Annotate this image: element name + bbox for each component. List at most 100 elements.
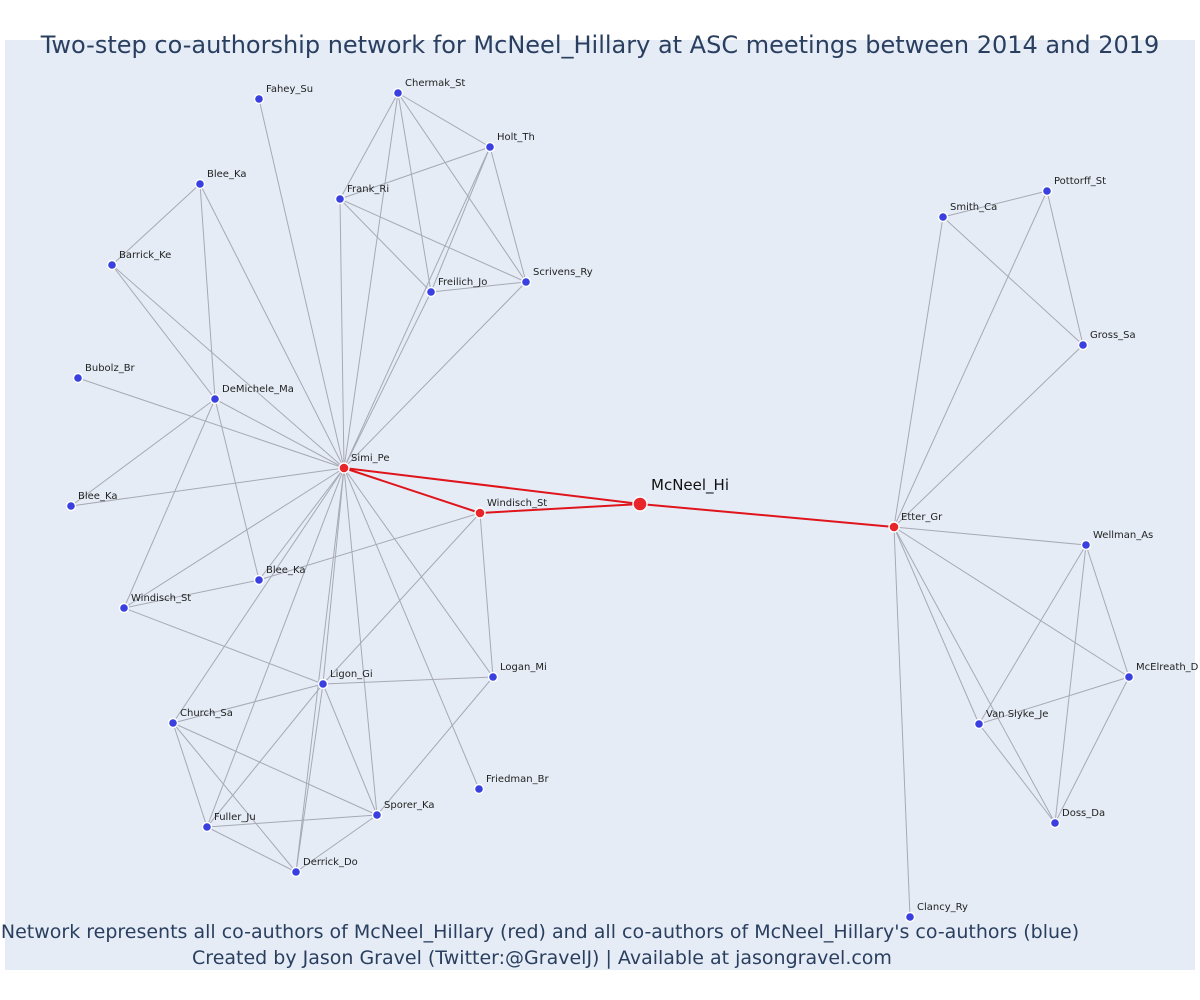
node-scrivens[interactable] bbox=[520, 276, 532, 288]
node-sporer[interactable] bbox=[371, 809, 383, 821]
node-label-scrivens: Scrivens_Ry bbox=[533, 267, 593, 278]
figure-title: Two-step co-authorship network for McNee… bbox=[40, 31, 1160, 59]
edge-etter-pottorff bbox=[893, 190, 1048, 528]
node-freilich[interactable] bbox=[425, 286, 437, 298]
node-label-demichele: DeMichele_Ma bbox=[222, 384, 294, 395]
node-label-holt: Holt_Th bbox=[497, 132, 535, 143]
edge-simi-freilich bbox=[343, 291, 432, 469]
edge-chermak-freilich bbox=[397, 92, 432, 293]
node-label-blee1: Blee_Ka bbox=[207, 169, 246, 180]
node-smith[interactable] bbox=[937, 211, 949, 223]
edge-simi-fuller bbox=[206, 467, 345, 828]
edge-church-sporer bbox=[172, 722, 378, 816]
edge-holt-scrivens bbox=[489, 146, 527, 283]
node-demichele[interactable] bbox=[209, 393, 221, 405]
edge-simi-logan bbox=[343, 467, 494, 678]
node-label-fuller: Fuller_Ju bbox=[214, 812, 256, 823]
edge-logan-sporer bbox=[376, 676, 494, 816]
node-label-pottorff: Pottorff_St bbox=[1054, 176, 1106, 187]
edge-smith-pottorff bbox=[942, 190, 1048, 218]
edge-holt-frank bbox=[339, 146, 491, 200]
node-derrick[interactable] bbox=[290, 866, 302, 878]
node-ligon[interactable] bbox=[317, 678, 329, 690]
node-clancy[interactable] bbox=[904, 911, 916, 923]
edge-simi-holt bbox=[343, 146, 491, 469]
edge-windisch1-logan bbox=[479, 512, 494, 678]
edge-chermak-scrivens bbox=[397, 92, 527, 283]
edge-simi-chermak bbox=[343, 92, 399, 469]
node-label-wellman: Wellman_As bbox=[1093, 530, 1153, 541]
node-label-church: Church_Sa bbox=[180, 708, 233, 719]
edge-etter-smith bbox=[893, 216, 944, 528]
edge-etter-vanslyke bbox=[893, 526, 980, 725]
node-windisch1[interactable] bbox=[474, 507, 486, 519]
node-wellman[interactable] bbox=[1080, 539, 1092, 551]
node-label-fahey: Fahey_Su bbox=[266, 84, 313, 95]
edge-chermak-holt bbox=[397, 92, 491, 148]
node-blee3[interactable] bbox=[253, 574, 265, 586]
edge-simi-blee3 bbox=[258, 467, 345, 581]
edge-simi-frank bbox=[339, 198, 345, 469]
edge-simi-blee2 bbox=[70, 467, 345, 507]
node-mcelreath[interactable] bbox=[1123, 671, 1135, 683]
edge-mcneel-etter bbox=[639, 503, 895, 528]
edge-vanslyke-doss bbox=[978, 723, 1056, 824]
edge-simi-scrivens bbox=[343, 281, 527, 469]
edge-windisch2-blee3 bbox=[123, 579, 260, 609]
node-holt[interactable] bbox=[484, 141, 496, 153]
node-mcneel[interactable] bbox=[632, 496, 648, 512]
node-label-derrick: Derrick_Do bbox=[303, 857, 358, 868]
edge-demichele-blee3 bbox=[214, 398, 260, 581]
edge-ligon-church bbox=[172, 683, 324, 724]
node-label-blee3: Blee_Ka bbox=[266, 565, 305, 576]
node-fahey[interactable] bbox=[253, 93, 265, 105]
node-simi[interactable] bbox=[338, 462, 350, 474]
node-vanslyke[interactable] bbox=[973, 718, 985, 730]
edge-frank-freilich bbox=[339, 198, 432, 293]
edge-frank-scrivens bbox=[339, 198, 527, 283]
node-bubolz[interactable] bbox=[72, 372, 84, 384]
node-label-clancy: Clancy_Ry bbox=[917, 902, 968, 913]
node-blee1[interactable] bbox=[194, 178, 206, 190]
node-label-sporer: Sporer_Ka bbox=[384, 800, 434, 811]
node-friedman[interactable] bbox=[473, 783, 485, 795]
edge-blee1-demichele bbox=[199, 183, 216, 400]
edge-simi-fahey bbox=[258, 98, 345, 469]
node-label-windisch2: Windisch_St bbox=[131, 593, 191, 604]
edge-simi-blee1 bbox=[199, 183, 345, 469]
node-barrick[interactable] bbox=[106, 259, 118, 271]
caption-line-2: Created by Jason Gravel (Twitter:@Gravel… bbox=[192, 947, 892, 969]
node-label-logan: Logan_Mi bbox=[500, 662, 547, 673]
node-frank[interactable] bbox=[334, 193, 346, 205]
node-doss[interactable] bbox=[1049, 817, 1061, 829]
node-chermak[interactable] bbox=[392, 87, 404, 99]
edge-holt-freilich bbox=[430, 146, 491, 293]
node-label-ligon: Ligon_Gi bbox=[330, 669, 373, 680]
node-windisch2[interactable] bbox=[118, 602, 130, 614]
edge-smith-gross bbox=[942, 216, 1084, 346]
node-pottorff[interactable] bbox=[1041, 185, 1053, 197]
node-logan[interactable] bbox=[487, 671, 499, 683]
node-etter[interactable] bbox=[888, 521, 900, 533]
edge-mcelreath-doss bbox=[1054, 676, 1130, 824]
edge-simi-demichele bbox=[214, 398, 345, 469]
node-label-freilich: Freilich_Jo bbox=[438, 277, 487, 288]
node-label-smith: Smith_Ca bbox=[950, 202, 997, 213]
labels-layer: McNeel_Hi Simi_Pe Windisch_St Etter_Gr Fahey… bbox=[78, 78, 1199, 913]
edge-etter-clancy bbox=[893, 526, 911, 918]
edge-ligon-logan bbox=[322, 676, 494, 685]
node-church[interactable] bbox=[167, 717, 179, 729]
node-label-friedman: Friedman_Br bbox=[486, 774, 549, 785]
node-fuller[interactable] bbox=[201, 821, 213, 833]
node-blee2[interactable] bbox=[65, 500, 77, 512]
edge-etter-wellman bbox=[893, 526, 1087, 546]
edge-simi-church bbox=[172, 467, 345, 724]
nodes-layer bbox=[65, 87, 1135, 923]
edge-simi-sporer bbox=[343, 467, 378, 816]
edge-demichele-windisch2 bbox=[123, 398, 216, 609]
edge-church-fuller bbox=[172, 722, 208, 828]
edge-wellman-vanslyke bbox=[978, 544, 1087, 725]
edge-freilich-scrivens bbox=[430, 281, 527, 293]
node-gross[interactable] bbox=[1077, 339, 1089, 351]
